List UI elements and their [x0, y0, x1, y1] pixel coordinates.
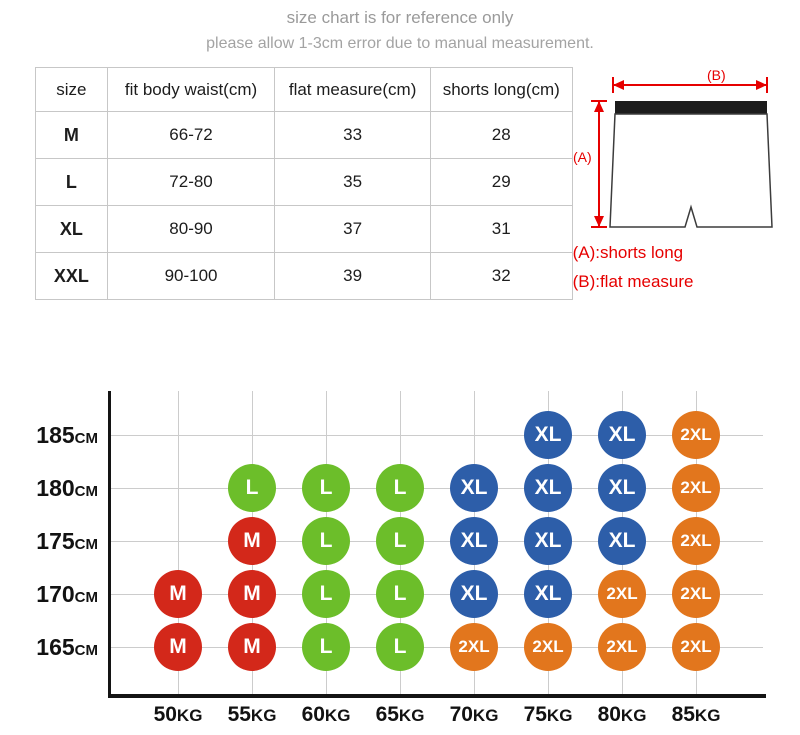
- size-bubble-2xl: 2XL: [524, 623, 572, 671]
- column-header: size: [35, 67, 108, 112]
- size-bubble-2xl: 2XL: [672, 464, 720, 512]
- legend-flat-measure: (B):flat measure: [572, 271, 694, 291]
- top-section: size fit body waist(cm) flat measure(cm) sh…: [0, 67, 800, 300]
- shorts-body: [608, 113, 773, 228]
- x-axis-label: 70KG: [449, 703, 499, 726]
- column-header: shorts long(cm): [429, 67, 573, 112]
- size-bubble-xl: XL: [598, 517, 646, 565]
- disclaimer-line2: please allow 1-3cm error due to manual m…: [206, 35, 594, 52]
- x-axis-line: [108, 694, 766, 698]
- size-bubble-2xl: 2XL: [672, 517, 720, 565]
- value-cell: 90-100: [106, 252, 276, 300]
- size-bubble-xl: XL: [524, 411, 572, 459]
- size-cell: XL: [35, 205, 108, 253]
- size-cell: XXL: [35, 252, 108, 300]
- y-axis-label: 165CM: [36, 634, 98, 660]
- table-row: M 66-72 33 28: [35, 111, 573, 159]
- size-bubble-2xl: 2XL: [598, 623, 646, 671]
- size-cell: M: [35, 111, 108, 159]
- height-weight-chart: 50KG 55KG 60KG 65KG 70KG 75KG 80KG 85KG 185CM 180…: [20, 386, 780, 734]
- gridline-horizontal: [108, 541, 763, 542]
- size-bubble-m: M: [228, 517, 276, 565]
- size-table-body: M 66-72 33 28 L 72-80 35 29 XL 80-90 37 31 XXL 90-100…: [35, 111, 573, 300]
- column-header: fit body waist(cm): [106, 67, 276, 112]
- shorts-shape: [608, 101, 773, 228]
- y-axis-label: 180CM: [36, 475, 98, 501]
- size-bubble-l: L: [302, 464, 350, 512]
- gridline-horizontal: [108, 594, 763, 595]
- value-cell: 35: [274, 158, 431, 206]
- x-axis-label: 55KG: [227, 703, 277, 726]
- size-bubble-xl: XL: [524, 517, 572, 565]
- size-bubble-xl: XL: [450, 570, 498, 618]
- y-axis-label: 170CM: [36, 581, 98, 607]
- size-bubble-2xl: 2XL: [450, 623, 498, 671]
- dim-label-b: (B): [707, 67, 726, 83]
- table-row: L 72-80 35 29: [35, 158, 573, 206]
- size-bubble-l: L: [376, 517, 424, 565]
- shorts-diagram: (B) (A) (A):shorts long (B):flat measure: [573, 67, 784, 294]
- shorts-outline-drawing: (B) (A): [573, 67, 773, 228]
- size-bubble-m: M: [154, 570, 202, 618]
- value-cell: 37: [274, 205, 431, 253]
- disclaimer: size chart is for reference only please …: [0, 0, 800, 53]
- table-row: XXL 90-100 39 32: [35, 252, 573, 300]
- size-bubble-l: L: [302, 623, 350, 671]
- size-bubble-m: M: [154, 623, 202, 671]
- size-bubble-2xl: 2XL: [672, 411, 720, 459]
- size-bubble-m: M: [228, 570, 276, 618]
- x-axis-label: 80KG: [597, 703, 647, 726]
- size-bubble-l: L: [376, 570, 424, 618]
- size-bubble-xl: XL: [450, 517, 498, 565]
- table-row: XL 80-90 37 31: [35, 205, 573, 253]
- size-bubble-2xl: 2XL: [672, 570, 720, 618]
- value-cell: 80-90: [106, 205, 276, 253]
- size-bubble-xl: XL: [524, 464, 572, 512]
- disclaimer-line1: size chart is for reference only: [286, 8, 514, 27]
- x-axis-label: 85KG: [671, 703, 721, 726]
- gridline-horizontal: [108, 647, 763, 648]
- value-cell: 29: [429, 158, 573, 206]
- y-axis-label: 185CM: [36, 422, 98, 448]
- x-axis-label: 75KG: [523, 703, 573, 726]
- shorts-waistband: [614, 101, 767, 114]
- size-bubble-l: L: [302, 517, 350, 565]
- column-header: flat measure(cm): [274, 67, 431, 112]
- size-bubble-l: L: [228, 464, 276, 512]
- size-bubble-xl: XL: [598, 464, 646, 512]
- legend-shorts-long: (A):shorts long: [572, 243, 684, 262]
- size-bubble-xl: XL: [524, 570, 572, 618]
- value-cell: 33: [274, 111, 431, 159]
- x-axis-label: 50KG: [153, 703, 203, 726]
- dimension-arrow-b: [611, 77, 768, 93]
- x-axis-label: 65KG: [375, 703, 425, 726]
- value-cell: 66-72: [106, 111, 276, 159]
- value-cell: 39: [274, 252, 431, 300]
- size-bubble-2xl: 2XL: [598, 570, 646, 618]
- size-bubble-xl: XL: [598, 411, 646, 459]
- x-axis-label: 60KG: [301, 703, 351, 726]
- size-bubble-xl: XL: [450, 464, 498, 512]
- gridline-horizontal: [108, 435, 763, 436]
- dimension-arrow-a: [590, 100, 607, 228]
- size-cell: L: [35, 158, 108, 206]
- size-table: size fit body waist(cm) flat measure(cm) sh…: [35, 67, 573, 300]
- size-bubble-l: L: [376, 623, 424, 671]
- size-bubble-2xl: 2XL: [672, 623, 720, 671]
- value-cell: 28: [429, 111, 573, 159]
- y-axis-label: 175CM: [36, 528, 98, 554]
- size-bubble-l: L: [376, 464, 424, 512]
- gridline-horizontal: [108, 488, 763, 489]
- size-bubble-l: L: [302, 570, 350, 618]
- y-axis-line: [108, 391, 111, 698]
- value-cell: 72-80: [106, 158, 276, 206]
- size-table-header-row: size fit body waist(cm) flat measure(cm) sh…: [35, 67, 573, 112]
- gridline-vertical: [178, 391, 179, 694]
- dim-label-a: (A): [573, 149, 592, 165]
- value-cell: 32: [429, 252, 573, 300]
- value-cell: 31: [429, 205, 573, 253]
- size-bubble-m: M: [228, 623, 276, 671]
